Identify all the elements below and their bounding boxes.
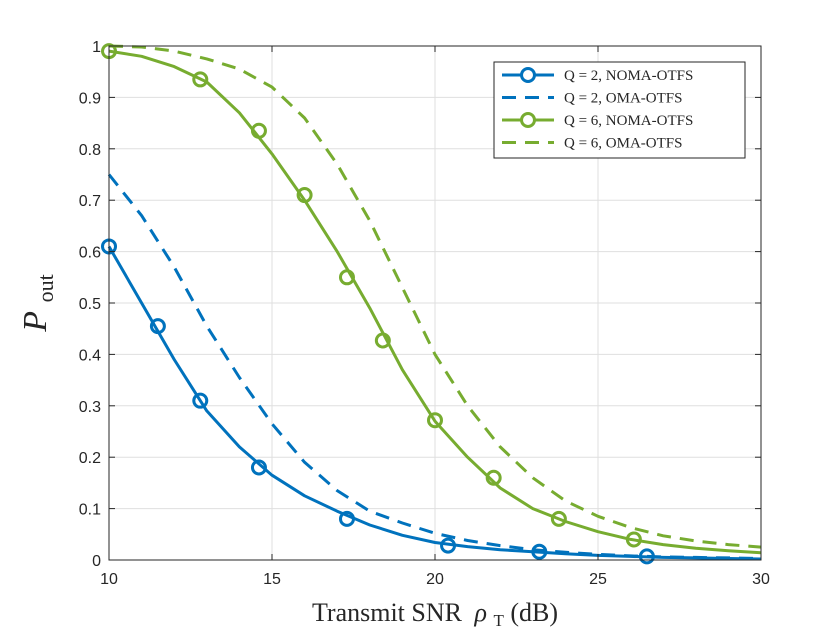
y-tick-label: 0.4: [79, 347, 101, 364]
series-marker: [149, 318, 166, 335]
y-tick-label: 0.6: [79, 245, 101, 262]
y-tick-label: 0: [92, 553, 101, 570]
axis-ticks: 10 15 20 25 30 0 0.1 0.2 0.3 0.4 0.5 0.6 0.7 0.8 0.9 1: [79, 39, 770, 588]
series-marker: [625, 531, 642, 548]
x-axis-title-unit: (dB): [510, 598, 558, 627]
series-marker: [250, 459, 267, 476]
x-tick-label: 20: [426, 571, 444, 588]
y-axis-title: P out: [17, 274, 58, 332]
x-tick-label: 30: [752, 571, 770, 588]
x-axis-title: Transmit SNR ρ T (dB): [312, 598, 558, 630]
series-marker: [250, 122, 267, 139]
series-marker: [440, 537, 457, 554]
legend-marker: [520, 67, 536, 83]
y-axis-title-subscript: out: [33, 274, 58, 302]
legend-label: Q = 6, OMA-OTFS: [564, 136, 682, 152]
x-tick-label: 25: [589, 571, 607, 588]
y-tick-label: 0.8: [79, 142, 101, 159]
y-tick-label: 0.5: [79, 296, 101, 313]
series-3: [101, 43, 762, 555]
x-axis-title-subscript: T: [493, 611, 504, 630]
series-marker: [550, 510, 567, 527]
legend-item-4: Q = 6, OMA-OTFS: [502, 136, 682, 152]
legend-label: Q = 2, NOMA-OTFS: [564, 68, 693, 84]
series-marker: [338, 510, 355, 527]
legend-item-1: Q = 2, NOMA-OTFS: [502, 67, 693, 84]
y-tick-label: 0.2: [79, 450, 101, 467]
series-2: [107, 173, 762, 560]
series-marker: [485, 469, 502, 486]
series-marker: [192, 392, 209, 409]
series-line: [107, 173, 762, 560]
series-marker: [338, 269, 355, 286]
y-tick-label: 0.9: [79, 90, 101, 107]
series-marker: [374, 332, 391, 349]
legend-label: Q = 2, OMA-OTFS: [564, 91, 682, 107]
y-tick-label: 0.7: [79, 193, 101, 210]
y-tick-label: 0.3: [79, 399, 101, 416]
series-marker: [296, 187, 313, 204]
x-tick-label: 15: [263, 571, 281, 588]
x-axis-title-symbol: ρ: [474, 598, 487, 627]
series-4: [108, 44, 762, 549]
y-tick-label: 1: [92, 39, 101, 56]
series-marker: [427, 412, 443, 429]
x-tick-label: 10: [100, 571, 118, 588]
legend-marker: [520, 112, 536, 128]
legend-label: Q = 6, NOMA-OTFS: [564, 113, 693, 129]
legend-item-3: Q = 6, NOMA-OTFS: [502, 112, 693, 129]
series-line: [108, 49, 762, 555]
x-axis-title-text: Transmit SNR: [312, 598, 463, 627]
series-layer: [101, 43, 762, 565]
series-marker: [192, 71, 209, 88]
y-axis-title-symbol: P: [17, 311, 54, 333]
legend-item-2: Q = 2, OMA-OTFS: [502, 91, 682, 107]
legend: Q = 2, NOMA-OTFS Q = 2, OMA-OTFS Q = 6, NO…: [493, 61, 746, 159]
series-line: [108, 44, 762, 549]
y-tick-label: 0.1: [79, 502, 101, 519]
